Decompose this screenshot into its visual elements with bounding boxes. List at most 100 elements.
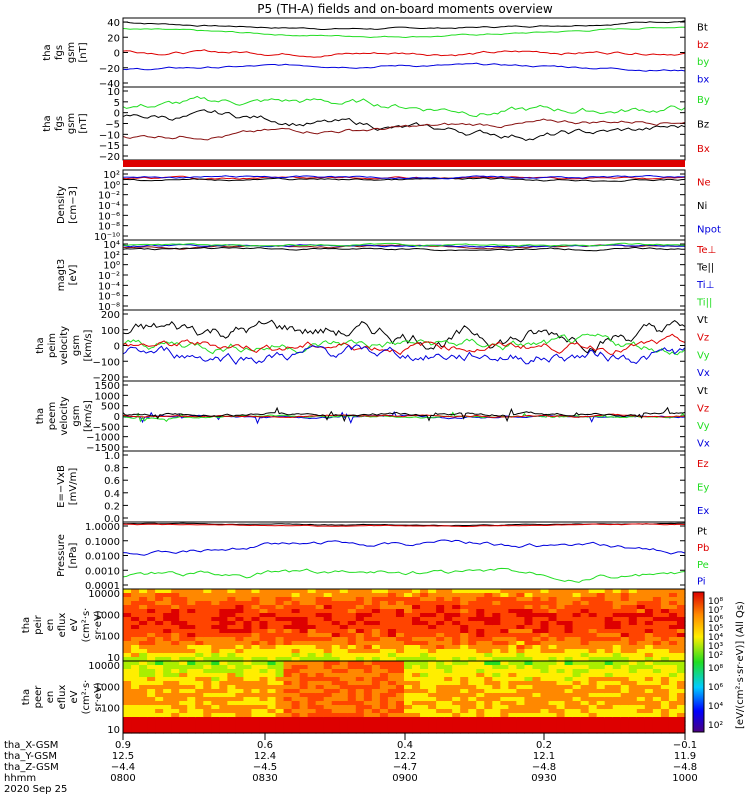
spectrogram-cell — [179, 709, 188, 714]
spectrogram-cell — [259, 673, 269, 678]
spectrogram-cell — [572, 665, 582, 670]
spectrogram-cell — [243, 589, 253, 594]
spectrogram-cell — [460, 677, 469, 682]
spectrogram-cell — [492, 693, 501, 698]
spectrogram-cell — [275, 665, 285, 670]
spectrogram-cell — [187, 605, 196, 610]
spectrogram-cell — [211, 629, 220, 634]
spectrogram-cell — [203, 705, 212, 710]
spectrogram-cell — [323, 613, 333, 618]
spectrogram-cell — [275, 633, 285, 638]
spectrogram-cell — [604, 633, 614, 638]
spectrogram-cell — [139, 649, 148, 654]
spectrogram-cell — [548, 669, 558, 674]
spectrogram-cell — [171, 605, 180, 610]
spectrogram-cell — [652, 721, 662, 726]
spectrogram-cell — [548, 629, 558, 634]
spectrogram-cell — [291, 697, 301, 702]
spectrogram-cell — [211, 701, 220, 706]
spectrogram-cell — [347, 721, 357, 726]
spectrogram-cell — [283, 653, 293, 658]
spectrogram-cell — [155, 609, 164, 614]
spectrogram-cell — [179, 661, 188, 666]
y-tick-label: 0 — [114, 49, 120, 60]
spectrogram-cell — [123, 725, 132, 730]
spectrogram-cell — [211, 721, 220, 726]
spectrogram-cell — [187, 625, 196, 630]
spectrogram-cell — [476, 637, 485, 642]
spectrogram-cell — [219, 633, 228, 638]
spectrogram-cell — [299, 589, 309, 594]
spectrogram-cell — [259, 689, 269, 694]
spectrogram-cell — [387, 629, 397, 634]
spectrogram-cell — [187, 721, 196, 726]
spectrogram-cell — [500, 597, 509, 602]
spectrogram-cell — [235, 665, 245, 670]
spectrogram-cell — [339, 633, 349, 638]
spectrogram-cell — [668, 645, 678, 650]
spectrogram-cell — [604, 641, 614, 646]
spectrogram-cell — [644, 661, 654, 666]
spectrogram-cell — [636, 693, 646, 698]
spectrogram-cell — [660, 697, 670, 702]
spectrogram-cell — [123, 661, 132, 666]
spectrogram-cell — [187, 589, 196, 594]
spectrogram-cell — [171, 661, 180, 666]
spectrogram-cell — [123, 629, 132, 634]
y-tick-label: −200 — [93, 373, 120, 384]
spectrogram-cell — [548, 697, 558, 702]
spectrogram-cell — [147, 653, 156, 658]
spectrogram-cell — [219, 665, 228, 670]
spectrogram-cell — [500, 709, 509, 714]
spectrogram-cell — [676, 729, 686, 734]
spectrogram-cell — [588, 625, 598, 630]
spectrogram-cell — [636, 633, 646, 638]
spectrogram-cell — [460, 657, 469, 662]
spectrogram-cell — [307, 609, 317, 614]
spectrogram-cell — [492, 605, 501, 610]
panel-ylabel: tha — [42, 44, 53, 60]
spectrogram-cell — [484, 717, 493, 722]
spectrogram-cell — [291, 709, 301, 714]
spectrogram-cell — [363, 625, 373, 630]
spectrogram-cell — [676, 717, 686, 722]
spectrogram-cell — [211, 669, 220, 674]
spectrogram-cell — [668, 653, 678, 658]
spectrogram-cell — [492, 705, 501, 710]
spectrogram-cell — [331, 713, 341, 718]
spectrogram-cell — [235, 593, 245, 598]
spectrogram-cell — [339, 673, 349, 678]
spectrogram-cell — [203, 621, 212, 626]
spectrogram-cell — [628, 673, 638, 678]
spectrogram-cell — [644, 597, 654, 602]
spectrogram-cell — [123, 673, 132, 678]
spectrogram-cell — [243, 629, 253, 634]
spectrogram-cell — [371, 701, 381, 706]
spectrogram-cell — [500, 617, 509, 622]
spectrogram-cell — [339, 621, 349, 626]
spectrogram-cell — [556, 681, 566, 686]
spectrogram-cell — [620, 605, 630, 610]
spectrogram-cell — [315, 673, 325, 678]
spectrogram-cell — [171, 685, 180, 690]
spectrogram-cell — [171, 697, 180, 702]
spectrogram-cell — [676, 713, 686, 718]
spectrogram-cell — [235, 617, 245, 622]
spectrogram-cell — [283, 709, 293, 714]
spectrogram-cell — [556, 629, 566, 634]
spectrogram-cell — [331, 705, 341, 710]
spectrogram-cell — [460, 653, 469, 658]
spectrogram-cell — [444, 657, 453, 662]
spectrogram-cell — [580, 721, 590, 726]
spectrogram-cell — [259, 597, 269, 602]
spectrogram-cell — [339, 601, 349, 606]
spectrogram-cell — [620, 693, 630, 698]
spectrogram-cell — [355, 625, 365, 630]
spectrogram-cell — [347, 689, 357, 694]
spectrogram-cell — [620, 665, 630, 670]
spectrogram-cell — [580, 653, 590, 658]
spectrogram-cell — [652, 701, 662, 706]
spectrogram-cell — [588, 717, 598, 722]
spectrogram-cell — [652, 709, 662, 714]
spectrogram-cell — [243, 705, 253, 710]
